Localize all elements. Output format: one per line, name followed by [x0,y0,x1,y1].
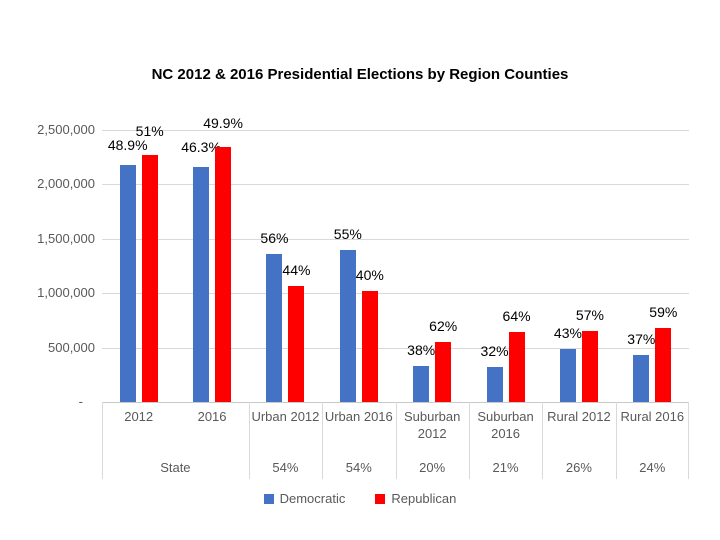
bar-label-republican-2016: 49.9% [203,115,243,131]
x-axis: 2012 2016 Urban 2012 Urban 2016 Suburban 201… [102,402,689,479]
bar-label-democratic-urban-2016: 55% [333,226,362,242]
bar-label-republican-suburban-2016: 64% [502,308,531,324]
category-separator [248,402,250,479]
category-separator [322,402,324,479]
category-separator [688,402,689,479]
bar-republican-urban-2012 [288,286,305,402]
x-axis-group-row: State 54% 54% 20% 21% 26% 24% [102,456,689,479]
bar-label-democratic-2016: 46.3% [181,139,221,155]
y-axis-label-2500000: 2,500,000 [37,122,95,137]
bar-democratic-urban-2016 [339,250,356,402]
x-axis-group-label-54-: 54% [272,460,299,475]
bar-republican-suburban-2016 [508,332,525,402]
legend-label-republican: Republican [391,491,457,506]
bar-republican-urban-2016 [361,291,378,402]
bar-label-republican-2012: 51% [135,123,164,139]
bar-democratic-2012 [119,165,136,402]
category-separator [468,402,470,479]
gridline [102,347,689,349]
bar-label-democratic-suburban-2012: 38% [407,342,436,358]
legend-swatch-republican [375,493,386,504]
bar-label-republican-urban-2012: 44% [282,262,311,278]
bar-label-republican-rural-2016: 59% [649,304,678,320]
x-axis-category-rural-2012: Rural 2012 [547,409,611,424]
y-axis-label-500000: 500,000 [48,339,95,355]
bar-democratic-2016 [193,167,210,402]
x-axis-category-rural-2016: Rural 2016 [620,409,685,424]
category-separator [102,402,103,479]
x-axis-category-2012: 2012 [124,409,154,424]
bar-republican-suburban-2012 [435,342,452,402]
gridline [102,293,689,295]
x-axis-category-2016: 2016 [197,409,227,424]
bar-democratic-suburban-2012 [413,366,430,402]
bar-label-democratic-rural-2016: 37% [627,331,656,347]
x-axis-category-row: 2012 2016 Urban 2012 Urban 2016 Suburban 201… [102,402,689,456]
legend-label-democratic: Democratic [279,491,346,506]
legend-item-democratic: Democratic [263,491,346,506]
bar-republican-rural-2012 [581,331,598,402]
y-axis-label-0: - [78,394,83,409]
bar-label-republican-rural-2012: 57% [575,307,604,323]
gridline [102,184,689,186]
bar-democratic-suburban-2016 [486,367,503,402]
legend-item-republican: Republican [375,491,456,506]
bar-republican-2016 [215,147,232,402]
category-separator [395,402,397,479]
bar-democratic-rural-2012 [559,349,576,402]
bar-label-democratic-suburban-2016: 32% [480,343,509,359]
y-axis-label-1000000: 1,000,000 [37,285,95,301]
bar-democratic-urban-2012 [266,254,283,402]
y-axis-label-1500000: 1,500,000 [37,230,95,246]
x-axis-category-urban-2016: Urban 2016 [324,409,393,424]
x-axis-group-label-state: State [160,460,191,475]
bar-label-democratic-urban-2012: 56% [260,230,289,246]
bar-label-republican-suburban-2012: 62% [429,318,458,334]
x-axis-group-label-26-: 26% [565,460,592,475]
x-axis-category-suburban-2012: Suburban 2012 [403,409,461,441]
plot-area: 48.9% 51% 46.3% 49.9% 56% 44% 55% 40% 38% 62% 32% 6… [102,116,689,403]
gridline [102,238,689,240]
bar-republican-2012 [141,155,158,402]
chart-title: NC 2012 & 2016 Presidential Elections by… [151,66,569,83]
gridline [102,130,689,131]
bar-label-democratic-2012: 48.9% [107,137,148,153]
x-axis-group-label-20-: 20% [419,460,446,475]
bar-label-democratic-rural-2012: 43% [553,325,582,341]
x-axis-group-label-21-: 21% [492,460,519,475]
legend-swatch-democratic [263,493,274,504]
category-separator [615,402,617,479]
x-axis-category-suburban-2016: Suburban 2016 [477,409,534,441]
x-axis-category-urban-2012: Urban 2012 [251,409,320,424]
x-axis-group-label-54-: 54% [345,460,372,475]
x-axis-group-label-24-: 24% [639,460,666,475]
y-axis-label-2000000: 2,000,000 [37,176,95,192]
category-separator [542,402,544,479]
bar-republican-rural-2016 [655,328,672,402]
bar-label-republican-urban-2016: 40% [355,267,384,283]
bar-democratic-rural-2016 [633,355,650,402]
legend: Democratic Republican [0,491,720,506]
